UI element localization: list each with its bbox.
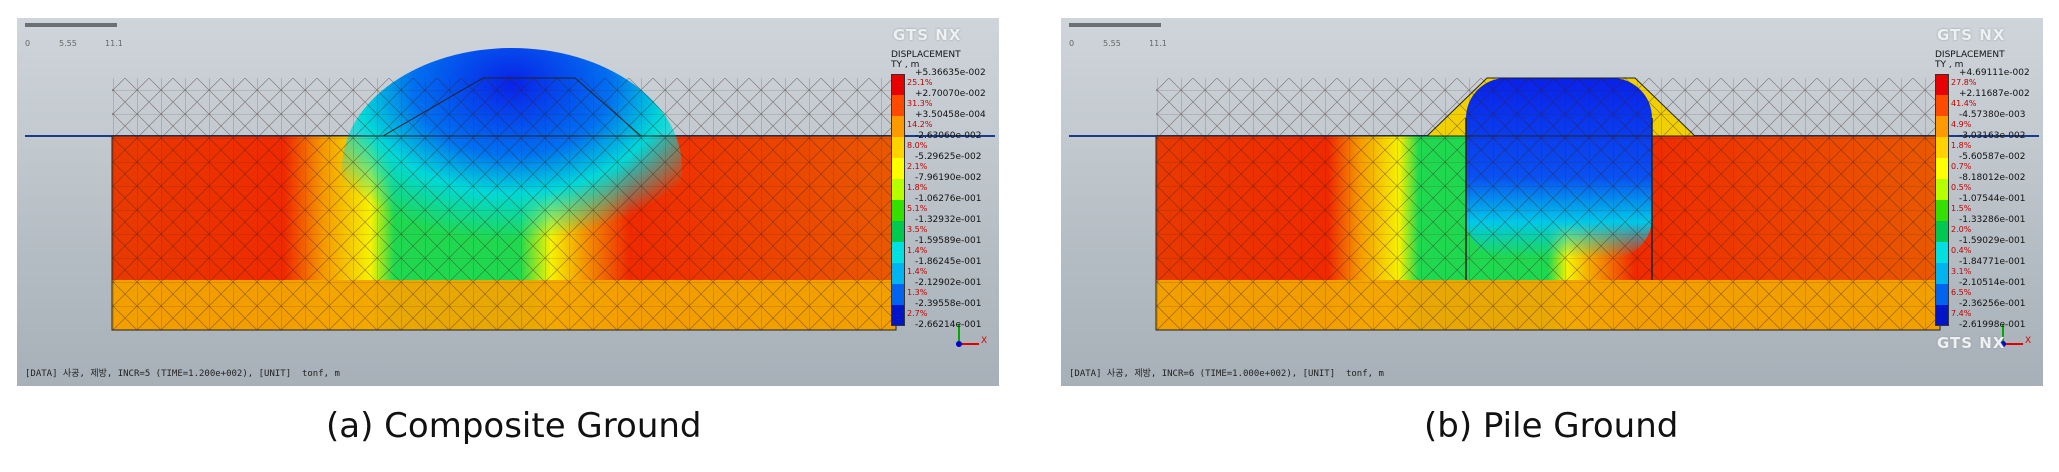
legend-value: -5.60587e-002 xyxy=(1959,152,2026,162)
legend-swatch xyxy=(891,263,905,284)
legend-percent: 1.8% xyxy=(907,183,928,192)
legend-percent: 1.4% xyxy=(907,267,928,276)
legend-swatch xyxy=(1935,158,1949,179)
gts-nx-watermark: GTS NX xyxy=(1937,334,2006,352)
legend-value: -1.86245e-001 xyxy=(915,257,982,267)
legend-swatch xyxy=(1935,242,1949,263)
caption-a: (a) Composite Ground xyxy=(326,406,702,446)
legend-swatch xyxy=(891,305,905,326)
legend-swatch xyxy=(1935,116,1949,137)
status-line: [DATA] 사공, 제방, INCR=6 (TIME=1.000e+002),… xyxy=(1069,369,1384,379)
x-axis-label: X xyxy=(981,336,987,346)
legend-swatch xyxy=(1935,221,1949,242)
legend-swatch xyxy=(891,116,905,137)
gts-nx-logo: GTS NX xyxy=(893,26,962,44)
legend-percent: 2.1% xyxy=(907,162,928,171)
legend-value: -1.33286e-001 xyxy=(1959,215,2026,225)
legend-percent: 27.8% xyxy=(1951,78,1977,87)
legend-percent: 6.5% xyxy=(1951,288,1972,297)
legend-percent: 2.0% xyxy=(1951,225,1972,234)
legend-value: -2.39558e-001 xyxy=(915,299,982,309)
legend-value: -2.61998e-001 xyxy=(1959,320,2026,330)
legend-percent: 14.2% xyxy=(907,120,933,129)
legend-percent: 25.1% xyxy=(907,78,933,87)
legend-value: -1.06276e-001 xyxy=(915,194,982,204)
legend-value: -3.03163e-002 xyxy=(1959,131,2026,141)
legend-value: -1.59589e-001 xyxy=(915,236,982,246)
legend-percent: 0.4% xyxy=(1951,246,1972,255)
legend-percent: 0.7% xyxy=(1951,162,1972,171)
fem-contour-plot: X xyxy=(25,48,995,347)
legend-value: -1.59029e-001 xyxy=(1959,236,2026,246)
legend-percent: 0.5% xyxy=(1951,183,1972,192)
legend-percent: 7.4% xyxy=(1951,309,1972,318)
legend-title: DISPLACEMENT TY , m xyxy=(891,50,961,70)
legend-percent: 1.8% xyxy=(1951,141,1972,150)
legend-percent: 31.3% xyxy=(907,99,933,108)
legend-swatch xyxy=(891,242,905,263)
legend-value: +2.70070e-002 xyxy=(915,89,986,99)
legend-swatch xyxy=(1935,200,1949,221)
legend-swatch xyxy=(1935,74,1949,95)
legend-swatch xyxy=(891,200,905,221)
legend-swatch xyxy=(1935,284,1949,305)
legend-percent: 8.0% xyxy=(907,141,928,150)
legend-percent: 2.7% xyxy=(907,309,928,318)
legend-value: -2.63060e-002 xyxy=(915,131,982,141)
legend-value: -5.29625e-002 xyxy=(915,152,982,162)
legend-value: -2.66214e-001 xyxy=(915,320,982,330)
legend-value: -2.12902e-001 xyxy=(915,278,982,288)
legend-swatch xyxy=(891,137,905,158)
status-line: [DATA] 사공, 제방, INCR=5 (TIME=1.200e+002),… xyxy=(25,369,340,379)
legend-percent: 4.9% xyxy=(1951,120,1972,129)
legend-percent: 5.1% xyxy=(907,204,928,213)
legend-swatch xyxy=(1935,137,1949,158)
legend-swatch xyxy=(1935,179,1949,200)
legend-percent: 1.5% xyxy=(1951,204,1972,213)
legend-title: DISPLACEMENT TY , m xyxy=(1935,50,2005,70)
legend-percent: 3.5% xyxy=(907,225,928,234)
legend-swatch xyxy=(891,95,905,116)
legend-value: -7.96190e-002 xyxy=(915,173,982,183)
legend-value: +3.50458e-004 xyxy=(915,110,986,120)
viewport-composite-ground[interactable]: X 0 5.55 11.1 GTS NX DISPLACEMENT TY , m… xyxy=(17,18,999,386)
legend-swatch xyxy=(1935,95,1949,116)
color-legend: +4.69111e-002 +2.11687e-002 -4.57380e-003 -… xyxy=(1935,68,2043,330)
legend-value: +2.11687e-002 xyxy=(1959,89,2030,99)
fem-contour-plot: X xyxy=(1069,77,2039,347)
legend-value: -1.07544e-001 xyxy=(1959,194,2026,204)
x-axis-label: X xyxy=(2025,336,2031,346)
legend-value: -1.32932e-001 xyxy=(915,215,982,225)
legend-swatch xyxy=(891,179,905,200)
legend-value: -1.84771e-001 xyxy=(1959,257,2026,267)
legend-value: -8.18012e-002 xyxy=(1959,173,2026,183)
legend-value: +5.36635e-002 xyxy=(915,68,986,78)
legend-swatch xyxy=(891,158,905,179)
legend-swatch xyxy=(891,221,905,242)
gts-nx-logo: GTS NX xyxy=(1937,26,2006,44)
viewport-pile-ground[interactable]: X 0 5.55 11.1 GTS NX GTS NX DISPLACEMENT… xyxy=(1061,18,2043,386)
legend-percent: 41.4% xyxy=(1951,99,1977,108)
legend-value: +4.69111e-002 xyxy=(1959,68,2030,78)
legend-percent: 1.3% xyxy=(907,288,928,297)
legend-value: -2.10514e-001 xyxy=(1959,278,2026,288)
legend-percent: 3.1% xyxy=(1951,267,1972,276)
color-legend: +5.36635e-002 +2.70070e-002 +3.50458e-004 -… xyxy=(891,68,999,330)
legend-swatch xyxy=(1935,263,1949,284)
legend-percent: 1.4% xyxy=(907,246,928,255)
caption-b: (b) Pile Ground xyxy=(1424,406,1679,446)
legend-swatch xyxy=(891,74,905,95)
legend-swatch xyxy=(891,284,905,305)
legend-swatch xyxy=(1935,305,1949,326)
legend-value: -4.57380e-003 xyxy=(1959,110,2026,120)
legend-value: -2.36256e-001 xyxy=(1959,299,2026,309)
